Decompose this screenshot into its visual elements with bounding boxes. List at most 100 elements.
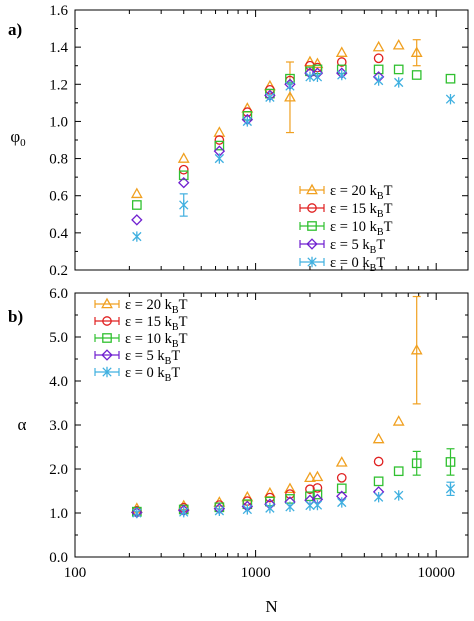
legend-label-unit: T xyxy=(179,314,188,330)
legend-label-sub: B xyxy=(172,305,179,316)
data-point xyxy=(242,116,252,127)
legend-label: ε = 10 kBT xyxy=(125,331,188,350)
legend-label-unit: T xyxy=(384,201,393,217)
panel-label: a) xyxy=(8,20,22,39)
legend-label-sub: B xyxy=(165,356,172,367)
series-2 xyxy=(131,64,456,210)
data-point xyxy=(336,483,347,494)
data-point xyxy=(336,57,347,67)
data-point xyxy=(284,90,296,102)
data-point xyxy=(312,489,323,500)
y-axis-label: α xyxy=(18,415,27,434)
x-axis-label: N xyxy=(265,597,277,616)
data-point xyxy=(177,152,190,163)
y-tick-label: 1.0 xyxy=(49,506,68,522)
legend-label-sub: B xyxy=(165,373,172,384)
legend-label: ε = 15 kBT xyxy=(330,201,393,220)
legend-label-unit: T xyxy=(376,237,385,253)
legend-marker xyxy=(307,203,317,213)
legend-label-main: ε = 0 k xyxy=(125,365,165,381)
panel-b: 100 1000 10000 0.0 1.0 2.0 3.0 4.0 5.0 6.0 b) α Nε =… xyxy=(8,286,469,616)
legend-marker xyxy=(102,366,112,378)
data-point xyxy=(312,483,323,493)
data-point xyxy=(445,73,456,84)
legend-label-unit: T xyxy=(179,297,188,313)
legend-label-main: ε = 20 k xyxy=(125,297,173,313)
legend-marker xyxy=(102,333,112,343)
legend-label-main: ε = 15 k xyxy=(125,314,173,330)
plot-frame xyxy=(74,9,469,271)
data-point xyxy=(337,497,347,508)
legend-marker xyxy=(101,297,113,309)
data-point xyxy=(285,501,295,513)
x-tick-label: 1000 xyxy=(241,565,271,581)
legend-label-sub: B xyxy=(377,227,384,238)
y-tick-label: 1.4 xyxy=(49,40,68,56)
legend-label: ε = 20 kBT xyxy=(330,183,393,202)
legend-label-unit: T xyxy=(179,331,188,347)
legend-label-unit: T xyxy=(384,219,393,235)
data-point xyxy=(373,53,384,64)
data-point xyxy=(312,499,323,511)
data-point xyxy=(178,164,189,175)
legend-marker xyxy=(307,256,317,268)
y-axis-label-sub: 0 xyxy=(20,137,26,149)
data-point xyxy=(265,92,275,103)
data-point xyxy=(445,93,456,105)
data-point xyxy=(392,38,405,50)
legend-label: ε = 10 kBT xyxy=(330,219,393,238)
y-tick-label: 0.2 xyxy=(49,263,68,279)
data-point xyxy=(337,69,347,81)
data-point xyxy=(179,506,189,518)
series-4 xyxy=(132,69,456,242)
legend-label: ε = 5 kBT xyxy=(330,237,385,256)
legend-label: ε = 15 kBT xyxy=(125,314,188,333)
series-1 xyxy=(178,53,384,175)
data-point xyxy=(393,466,404,477)
legend-label-main: ε = 20 k xyxy=(330,183,378,199)
panel-a: 0.20.40.60.81.01.21.41.6a)φ0ε = 20 kBTε … xyxy=(8,3,469,279)
data-point xyxy=(214,505,225,516)
legend-label-main: ε = 5 k xyxy=(125,348,165,364)
y-tick-label: 1.6 xyxy=(49,3,68,19)
data-point xyxy=(304,55,316,67)
data-point xyxy=(445,457,456,467)
x-tick-label: 100 xyxy=(64,565,87,581)
data-point xyxy=(445,483,456,494)
data-point xyxy=(411,70,422,80)
data-point xyxy=(373,64,384,75)
legend-label-sub: B xyxy=(377,209,384,220)
data-point xyxy=(214,135,225,145)
y-tick-label: 3.0 xyxy=(49,418,68,434)
legend-label-sub: B xyxy=(172,339,179,350)
data-point xyxy=(285,80,295,92)
data-point xyxy=(336,472,347,483)
data-point xyxy=(373,476,384,487)
data-point xyxy=(304,471,316,483)
data-point xyxy=(312,71,323,83)
legend-marker xyxy=(101,349,113,361)
legend-label: ε = 0 kBT xyxy=(125,365,180,384)
legend-label-unit: T xyxy=(171,348,180,364)
data-point xyxy=(372,432,385,444)
legend-label: ε = 20 kBT xyxy=(125,297,188,316)
legend-label-sub: B xyxy=(172,322,179,333)
y-tick-label: 1.2 xyxy=(49,77,68,93)
legend-label-unit: T xyxy=(384,183,393,199)
data-point xyxy=(179,199,189,211)
legend-marker xyxy=(306,183,318,195)
data-point xyxy=(131,214,143,226)
y-tick-label: 0.8 xyxy=(49,152,68,168)
legend-label-main: ε = 0 k xyxy=(330,255,370,271)
data-point xyxy=(373,75,384,86)
data-point xyxy=(178,176,190,189)
data-point xyxy=(394,77,404,88)
data-point xyxy=(305,71,315,83)
legend-label-main: ε = 10 k xyxy=(330,219,378,235)
data-point xyxy=(394,490,404,501)
data-point xyxy=(242,504,252,515)
y-axis-label: φ0 xyxy=(10,127,26,149)
y-tick-label: 0.4 xyxy=(49,226,68,242)
